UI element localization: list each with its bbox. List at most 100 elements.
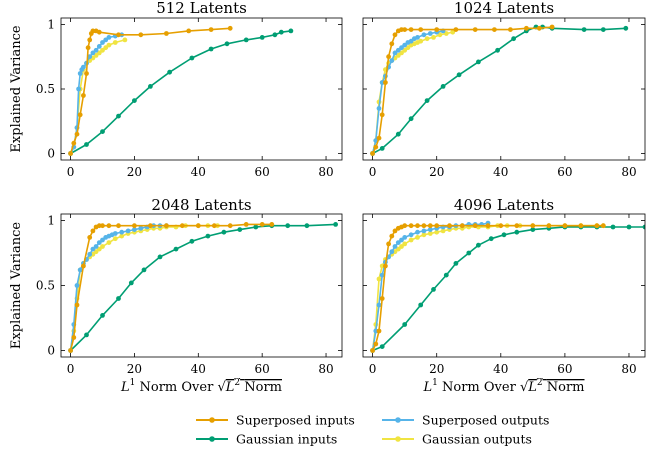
x-tick-label: 60	[557, 165, 572, 179]
data-point-superposed-outputs	[76, 86, 81, 92]
axes-frame	[362, 213, 646, 358]
data-point-superposed-outputs	[421, 228, 427, 234]
x-tick-label: 40	[493, 362, 508, 376]
series-line-superposed-inputs	[371, 224, 604, 351]
data-point-superposed-inputs	[227, 223, 233, 229]
data-point-gaussian-outputs	[100, 47, 105, 53]
data-point-superposed-inputs	[71, 335, 77, 340]
data-point-gaussian-outputs	[424, 36, 430, 42]
legend-entry-gaussian-inputs: Gaussian inputs	[196, 432, 337, 447]
data-point-superposed-inputs	[524, 25, 529, 31]
x-tick-label: 80	[318, 362, 333, 376]
data-point-gaussian-outputs	[376, 276, 382, 282]
data-point-superposed-inputs	[81, 263, 86, 269]
data-point-gaussian-outputs	[434, 229, 440, 235]
data-point-superposed-inputs	[402, 223, 408, 229]
data-point-superposed-inputs	[408, 27, 414, 32]
data-point-superposed-inputs	[373, 341, 379, 347]
data-point-superposed-inputs	[85, 45, 91, 51]
data-point-superposed-inputs	[600, 223, 606, 229]
tick-layer: 0 20 40 60 80	[363, 18, 645, 179]
data-point-superposed-outputs	[415, 35, 420, 40]
data-point-superposed-inputs	[376, 328, 382, 334]
data-point-superposed-outputs	[392, 244, 398, 249]
data-point-superposed-inputs	[164, 223, 169, 229]
data-point-gaussian-inputs	[285, 223, 291, 229]
data-point-superposed-inputs	[389, 41, 395, 47]
data-point-superposed-inputs	[379, 296, 385, 301]
data-point-gaussian-inputs	[443, 272, 449, 278]
data-point-superposed-inputs	[370, 151, 375, 156]
data-point-superposed-inputs	[68, 348, 73, 353]
data-point-superposed-inputs	[227, 25, 233, 31]
data-point-gaussian-inputs	[189, 238, 195, 244]
data-point-gaussian-inputs	[395, 131, 401, 137]
data-point-superposed-inputs	[383, 80, 388, 85]
x-tick-label: 60	[557, 362, 572, 376]
data-point-superposed-inputs	[84, 71, 89, 76]
series-layer	[370, 24, 629, 156]
data-point-gaussian-inputs	[116, 296, 121, 301]
data-point-gaussian-inputs	[453, 261, 459, 266]
data-point-superposed-inputs	[389, 233, 395, 239]
data-point-gaussian-inputs	[530, 227, 536, 233]
subplot-1024-latents: 1024 Latents 0 20 40 60 80	[362, 0, 646, 179]
data-point-gaussian-inputs	[440, 84, 446, 89]
x-tick-label: 0	[369, 165, 377, 179]
data-point-gaussian-outputs	[402, 241, 408, 247]
data-point-gaussian-inputs	[84, 332, 89, 338]
data-point-gaussian-outputs	[93, 249, 99, 255]
data-point-superposed-inputs	[415, 223, 420, 229]
data-point-superposed-inputs	[269, 222, 275, 227]
x-tick-label: 40	[191, 362, 206, 376]
data-point-gaussian-outputs	[408, 237, 414, 243]
data-point-superposed-inputs	[164, 31, 169, 36]
x-tick-label: 20	[127, 165, 142, 179]
data-point-gaussian-inputs	[116, 113, 121, 119]
data-point-superposed-outputs	[119, 229, 125, 235]
data-point-superposed-inputs	[508, 27, 513, 32]
data-point-superposed-outputs	[395, 47, 401, 53]
subplot-4096-latents: 4096 Latents 0 20 40 60 80	[362, 196, 646, 376]
data-point-gaussian-outputs	[402, 47, 408, 53]
data-point-superposed-inputs	[96, 29, 102, 35]
data-point-superposed-outputs	[415, 229, 420, 235]
y-tick-label: 0	[47, 147, 55, 161]
x-tick-label: 80	[621, 165, 636, 179]
data-point-superposed-outputs	[87, 251, 93, 257]
data-point-gaussian-inputs	[456, 72, 462, 78]
data-point-superposed-outputs	[96, 44, 102, 49]
data-point-gaussian-outputs	[450, 29, 456, 35]
data-point-superposed-outputs	[93, 244, 99, 249]
data-point-gaussian-outputs	[399, 50, 404, 56]
subplot-title: 2048 Latents	[151, 196, 251, 214]
data-point-superposed-inputs	[71, 140, 77, 146]
subplot-title: 4096 Latents	[454, 196, 554, 214]
axes-frame	[60, 17, 343, 161]
data-point-superposed-outputs	[96, 240, 102, 246]
x-tick-label: 60	[255, 362, 270, 376]
legend-label: Superposed outputs	[422, 413, 549, 428]
data-point-superposed-inputs	[373, 144, 379, 150]
series-layer	[68, 222, 338, 353]
x-tick-label: 40	[493, 165, 508, 179]
data-point-superposed-outputs	[87, 54, 93, 60]
data-point-gaussian-inputs	[476, 242, 481, 248]
data-point-gaussian-inputs	[132, 98, 137, 103]
x-tick-label: 40	[191, 165, 206, 179]
data-point-superposed-inputs	[376, 135, 382, 141]
data-point-superposed-inputs	[578, 223, 584, 229]
data-point-gaussian-outputs	[112, 40, 118, 45]
data-point-superposed-inputs	[195, 223, 201, 229]
data-point-gaussian-inputs	[167, 69, 173, 75]
data-point-superposed-outputs	[74, 283, 80, 288]
data-point-gaussian-inputs	[623, 25, 629, 31]
data-point-superposed-inputs	[186, 28, 192, 34]
data-point-gaussian-outputs	[421, 232, 427, 238]
data-point-gaussian-outputs	[103, 45, 109, 51]
x-tick-label: 0	[369, 362, 377, 376]
data-point-superposed-inputs	[87, 235, 93, 240]
data-point-gaussian-inputs	[205, 233, 211, 239]
y-tick-label: 0	[47, 344, 55, 358]
data-point-superposed-inputs	[386, 54, 391, 60]
